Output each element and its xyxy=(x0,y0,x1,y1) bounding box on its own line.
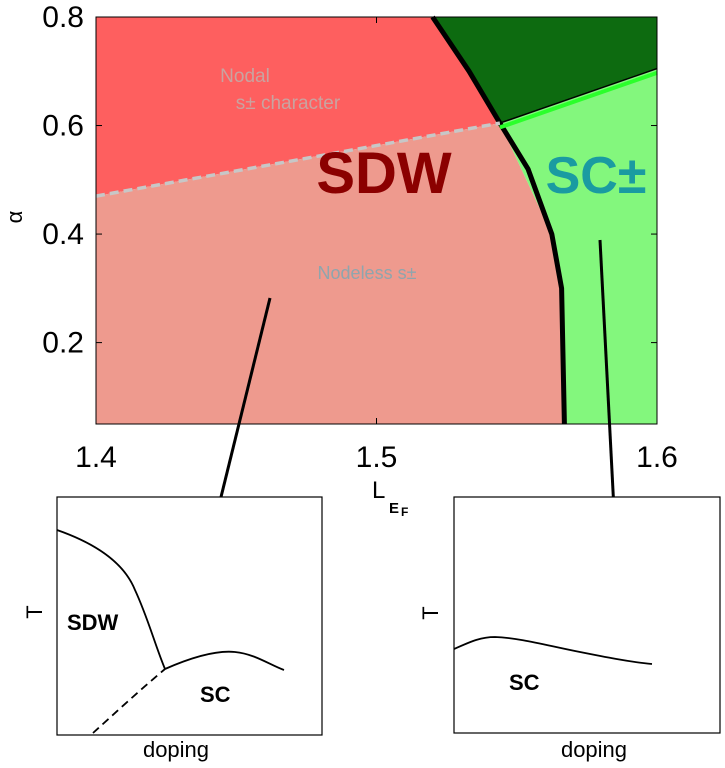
x-axis-label-subscript: E xyxy=(389,500,399,517)
phase-boundary-dashed-gray xyxy=(95,121,501,198)
x-tick-label: 1.6 xyxy=(636,441,678,474)
phase-region-2 xyxy=(432,17,657,124)
inset-left-sdw-label: SDW xyxy=(67,610,119,635)
inset-left: SDW SC T doping xyxy=(22,496,323,762)
inset-left-frame xyxy=(56,496,323,736)
axis-ticks: 1.4 1.5 1.6 0.2 0.4 0.6 0.8 xyxy=(42,1,678,474)
region-label-sc-pm: SC± xyxy=(546,147,647,205)
x-axis-label: L xyxy=(372,477,385,504)
region-label-nodal-line1: Nodal xyxy=(220,66,270,87)
phase-regions xyxy=(96,17,657,424)
inset-right-sc-curve xyxy=(453,636,653,665)
inset-left-y-label: T xyxy=(22,605,47,618)
x-tick-label: 1.5 xyxy=(356,441,398,474)
inset-right-y-label: T xyxy=(418,606,443,619)
inset-left-x-label: doping xyxy=(143,737,209,762)
phase-region-1 xyxy=(96,123,565,424)
x-axis-label-subsubscript: F xyxy=(401,505,408,519)
y-tick-label: 0.4 xyxy=(42,218,84,251)
inset-right-sc-label: SC xyxy=(509,670,540,695)
inset-right-x-label: doping xyxy=(561,737,627,762)
inset-left-sdw-boundary xyxy=(56,529,166,670)
region-label-sdw: SDW xyxy=(316,141,452,206)
y-tick-label: 0.6 xyxy=(42,110,84,143)
phase-boundary-solid-black xyxy=(430,15,567,425)
phase-region-0 xyxy=(96,17,500,197)
x-tick-label: 1.4 xyxy=(75,441,117,474)
phase-boundaries xyxy=(95,15,658,425)
inset-right-frame xyxy=(453,496,721,734)
phase-boundary-bright-green xyxy=(499,71,658,130)
phase-boundary-thin-black xyxy=(499,67,658,124)
phase-region-3 xyxy=(499,68,657,424)
inset-left-sc-label: SC xyxy=(200,682,231,707)
inset-right: SC T doping xyxy=(418,496,721,762)
y-tick-label: 0.8 xyxy=(42,1,84,34)
y-axis-label: α xyxy=(2,210,27,223)
inset-left-sc-dome xyxy=(164,650,285,671)
region-label-nodeless: Nodeless s± xyxy=(318,263,417,283)
phase-diagram: 1.4 1.5 1.6 0.2 0.4 0.6 0.8 Nodal s± character… xyxy=(2,1,678,519)
y-tick-label: 0.2 xyxy=(42,327,84,360)
region-label-nodal-line2: s± character xyxy=(236,93,341,114)
